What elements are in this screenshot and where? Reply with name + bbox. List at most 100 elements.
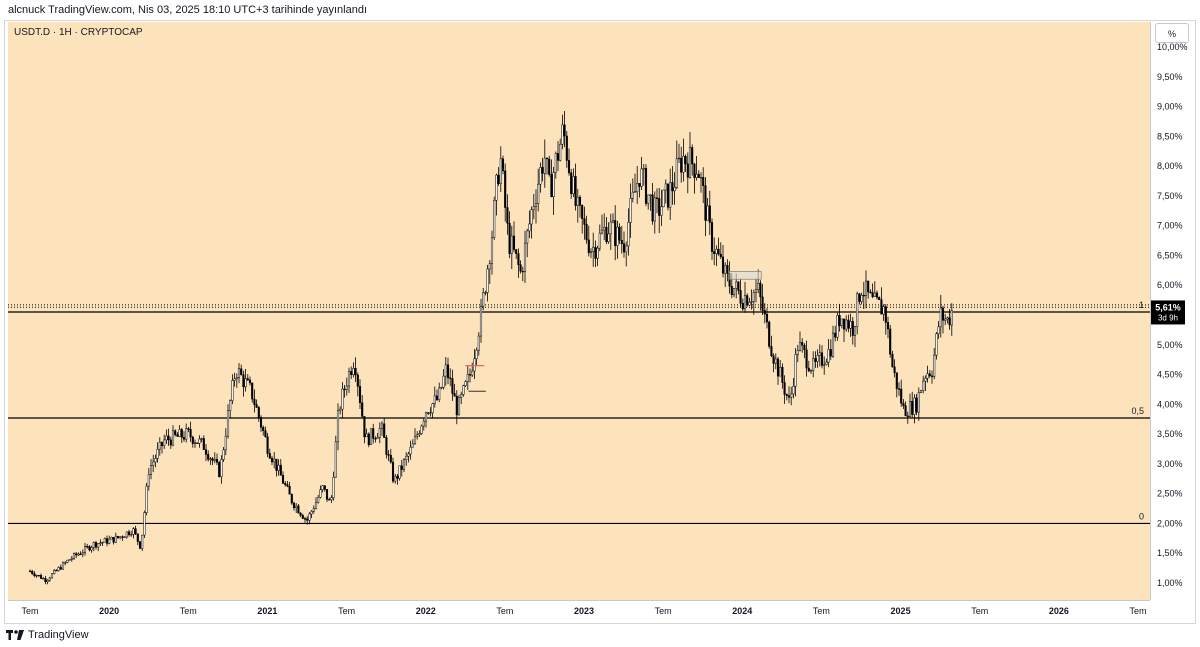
- candle-body-269: [620, 239, 623, 244]
- candle-body-398: [904, 405, 907, 417]
- candle-309: [708, 190, 711, 235]
- candle-410: [930, 370, 934, 384]
- candle-body-63: [167, 435, 170, 441]
- candle-362: [825, 358, 828, 366]
- footer-brand[interactable]: TradingView: [6, 627, 89, 643]
- candle-27: [88, 545, 91, 552]
- candle-body-419: [950, 310, 953, 326]
- candle-body-100: [248, 379, 252, 384]
- candle-47: [132, 527, 135, 539]
- candle-212: [495, 173, 498, 216]
- y-tick-8: 5,00%: [1157, 340, 1183, 350]
- candle-126: [306, 516, 309, 525]
- level-label-2: 0: [1139, 511, 1144, 521]
- candle-171: [405, 452, 408, 466]
- candle-84: [213, 452, 216, 464]
- candle-body-154: [367, 433, 370, 445]
- candle-280: [644, 164, 648, 207]
- candle-body-180: [424, 412, 428, 422]
- candle-277: [638, 183, 641, 198]
- percent-mode-button[interactable]: %: [1155, 23, 1189, 43]
- candle-body-417: [946, 317, 949, 320]
- candle-body-79: [202, 438, 205, 450]
- candle-320: [732, 287, 736, 298]
- candle-body-53: [145, 485, 148, 513]
- x-tick-6: Tem: [496, 606, 513, 616]
- candle-body-351: [801, 342, 804, 346]
- candle-body-115: [281, 475, 285, 484]
- candle-374: [851, 316, 854, 345]
- candle-35: [105, 535, 109, 547]
- candle-314: [719, 242, 722, 260]
- candle-body-55: [149, 465, 153, 475]
- candle-body-345: [787, 395, 791, 398]
- candle-body-343: [783, 382, 786, 395]
- candle-body-131: [317, 497, 320, 503]
- candle-183: [431, 402, 434, 419]
- candle-286: [658, 187, 661, 233]
- candle-106: [262, 425, 265, 436]
- candle-body-251: [581, 205, 584, 219]
- candle-body-192: [451, 378, 454, 394]
- candle-body-35: [105, 538, 109, 544]
- candle-209: [488, 260, 491, 284]
- time-scale[interactable]: [8, 600, 1150, 622]
- candle-402: [913, 394, 916, 424]
- candle-body-124: [301, 515, 304, 519]
- candle-body-409: [928, 373, 931, 377]
- candle-72: [187, 427, 190, 433]
- candle-258: [596, 245, 599, 267]
- candle-body-91: [229, 400, 232, 411]
- candle-body-173: [409, 446, 412, 455]
- candle-body-89: [224, 435, 227, 451]
- candle-236: [548, 155, 551, 177]
- candle-112: [275, 458, 278, 477]
- candle-body-48: [134, 528, 137, 535]
- x-tick-4: Tem: [338, 606, 355, 616]
- candle-body-285: [655, 197, 659, 199]
- candle-191: [449, 368, 452, 387]
- candle-285: [655, 188, 659, 214]
- candle-body-138: [332, 476, 335, 498]
- candle-body-224: [521, 270, 524, 273]
- candle-body-98: [244, 378, 247, 388]
- candle-body-38: [112, 537, 115, 543]
- candle-12: [55, 569, 58, 572]
- candle-body-120: [292, 502, 296, 509]
- candle-body-210: [490, 237, 494, 264]
- candle-63: [167, 428, 170, 446]
- candle-body-153: [365, 433, 368, 438]
- y-tick-12: 7,00%: [1157, 221, 1183, 231]
- candle-body-56: [152, 461, 155, 466]
- candle-body-87: [220, 459, 223, 477]
- candle-349: [796, 344, 799, 363]
- candle-419: [950, 303, 953, 336]
- y-tick-18: 10,00%: [1157, 42, 1188, 52]
- candle-body-46: [130, 534, 133, 536]
- symbol-legend[interactable]: USDT.D · 1H · CRYPTOCAP: [14, 27, 143, 38]
- candle-body-413: [937, 326, 940, 334]
- candle-body-243: [563, 124, 566, 137]
- chart-pane[interactable]: [8, 22, 1150, 600]
- candle-body-81: [207, 454, 210, 460]
- candle-body-49: [136, 533, 139, 542]
- candle-390: [886, 316, 890, 339]
- candle-150: [358, 379, 362, 410]
- candle-226: [526, 228, 529, 258]
- candle-body-186: [438, 387, 441, 400]
- y-tick-15: 8,50%: [1157, 131, 1183, 141]
- candle-body-337: [770, 346, 773, 356]
- candle-381: [867, 280, 870, 299]
- candle-body-239: [554, 153, 557, 173]
- candle-332: [759, 280, 762, 311]
- candle-161: [383, 418, 386, 438]
- candle-148: [354, 357, 357, 382]
- candle-216: [504, 163, 507, 222]
- candle-body-169: [400, 465, 403, 470]
- candle-214: [499, 146, 502, 193]
- candle-body-360: [820, 352, 824, 366]
- candle-body-304: [697, 173, 700, 179]
- candle-body-19: [70, 558, 73, 560]
- candle-body-362: [825, 361, 828, 365]
- candle-388: [882, 304, 885, 321]
